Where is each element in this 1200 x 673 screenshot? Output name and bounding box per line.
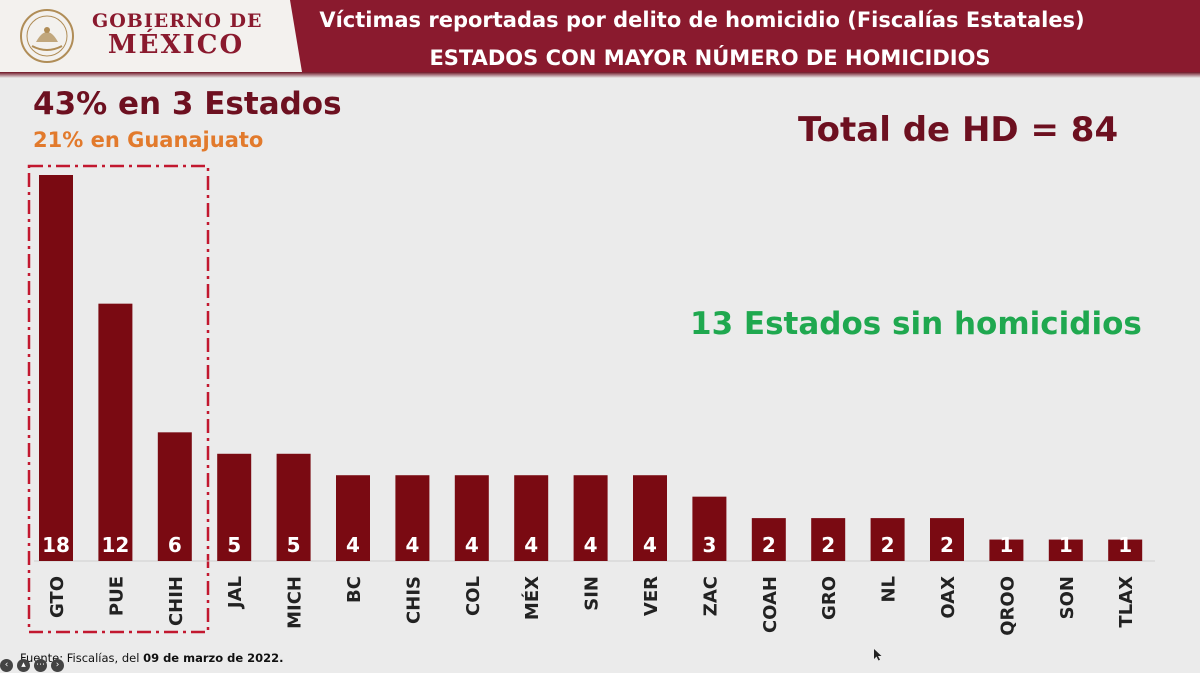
- category-label-qroo: QROO: [997, 576, 1018, 636]
- value-label-nl: 2: [881, 533, 895, 557]
- guanajuato-percentage-label: 21% en Guanajuato: [33, 128, 264, 152]
- value-label-coah: 2: [762, 533, 776, 557]
- value-label-sin: 4: [584, 533, 598, 557]
- category-label-gto: GTO: [47, 576, 68, 618]
- value-label-ver: 4: [643, 533, 657, 557]
- previous-slide-icon[interactable]: ‹: [0, 658, 13, 672]
- top-states-highlight-box: [27, 164, 210, 634]
- states-without-homicides-label: 13 Estados sin homicidios: [690, 306, 1142, 342]
- bar-son: [1048, 539, 1083, 561]
- category-label-sin: SIN: [582, 576, 603, 611]
- category-label-bc: BC: [344, 576, 365, 603]
- bar-bc: [336, 475, 370, 561]
- category-label-son: SON: [1057, 576, 1078, 619]
- value-label-jal: 5: [227, 533, 241, 557]
- bar-oax: [930, 518, 964, 561]
- category-label-tlax: TLAX: [1116, 576, 1137, 628]
- category-label-chih: CHIH: [166, 576, 187, 626]
- bars-group: [39, 175, 1143, 561]
- slide-subtitle: ESTADOS CON MAYOR NÚMERO DE HOMICIDIOS: [429, 46, 991, 70]
- bar-mich: [276, 453, 311, 561]
- value-label-chis: 4: [405, 533, 419, 557]
- government-name-line1: GOBIERNO DE: [92, 10, 263, 32]
- summary-percentage-label: 43% en 3 Estados: [33, 86, 342, 122]
- value-label-pue: 12: [101, 533, 129, 557]
- value-label-chih: 6: [168, 533, 182, 557]
- category-labels-group: GTO PUE CHIH JAL MICH BC CHIS COL MÉX SIN VER ZAC CO…: [47, 576, 1137, 636]
- value-label-méx: 4: [524, 533, 538, 557]
- source-date: 09 de marzo de 2022.: [143, 651, 284, 665]
- bar-coah: [751, 518, 786, 561]
- bar-zac: [692, 496, 727, 561]
- bar-chis: [395, 475, 430, 561]
- header-shadow: [0, 72, 1200, 78]
- bar-sin: [573, 475, 608, 561]
- category-label-col: COL: [463, 576, 484, 616]
- value-label-tlax: 1: [1118, 533, 1132, 557]
- value-label-gro: 2: [821, 533, 835, 557]
- value-label-zac: 3: [702, 533, 716, 557]
- bar-gto: [39, 175, 73, 561]
- source-prefix: Fuente: Fiscalías, del: [20, 651, 144, 665]
- bar-tlax: [1108, 539, 1143, 561]
- category-label-gro: GRO: [819, 576, 840, 620]
- bar-col: [454, 475, 489, 561]
- value-labels-group: 18 12 6 5 5 4 4 4 4 4 4 3 2 2 2 2 1 1 1: [42, 533, 1132, 557]
- total-homicides-label: Total de HD = 84: [798, 110, 1119, 150]
- national-seal-icon: [20, 9, 74, 63]
- bar-chih: [157, 432, 192, 561]
- bar-nl: [870, 518, 905, 561]
- category-label-méx: MÉX: [521, 576, 543, 620]
- value-label-mich: 5: [287, 533, 301, 557]
- government-name-line2: MÉXICO: [107, 30, 245, 60]
- bar-ver: [633, 475, 667, 561]
- category-label-pue: PUE: [106, 576, 127, 616]
- slide-navigation: ‹ ▴ ⋯ ›: [0, 657, 64, 673]
- bar-qroo: [989, 539, 1024, 561]
- category-label-coah: COAH: [760, 576, 781, 633]
- value-label-qroo: 1: [999, 533, 1013, 557]
- value-label-bc: 4: [346, 533, 360, 557]
- more-options-icon[interactable]: ⋯: [34, 658, 47, 672]
- bar-méx: [514, 475, 549, 561]
- value-label-son: 1: [1059, 533, 1073, 557]
- category-label-chis: CHIS: [403, 576, 424, 624]
- category-label-zac: ZAC: [700, 576, 721, 616]
- pointer-tool-icon[interactable]: ▴: [17, 658, 30, 672]
- value-label-oax: 2: [940, 533, 954, 557]
- bar-gro: [811, 518, 846, 561]
- category-label-jal: JAL: [225, 576, 246, 610]
- category-label-mich: MICH: [285, 576, 306, 629]
- category-label-nl: NL: [879, 576, 900, 603]
- bar-pue: [98, 303, 133, 561]
- category-label-ver: VER: [641, 576, 662, 616]
- mouse-cursor-icon: [874, 649, 882, 661]
- category-label-oax: OAX: [938, 576, 959, 619]
- source-note: Fuente: Fiscalías, del 09 de marzo de 20…: [20, 651, 284, 665]
- next-slide-icon[interactable]: ›: [51, 658, 64, 672]
- slide-title: Víctimas reportadas por delito de homici…: [319, 8, 1085, 32]
- bar-jal: [217, 453, 252, 561]
- value-label-col: 4: [465, 533, 479, 557]
- value-label-gto: 18: [42, 533, 70, 557]
